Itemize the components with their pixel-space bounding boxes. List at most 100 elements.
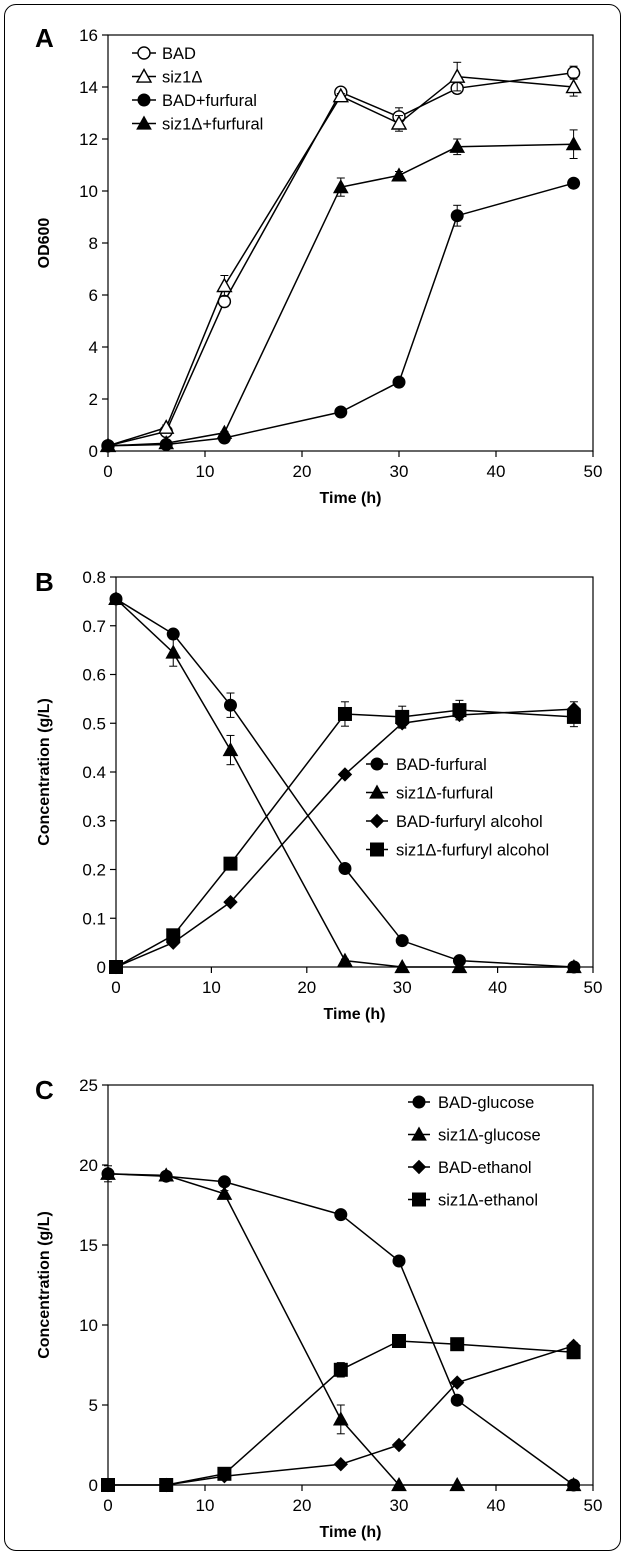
- x-tick-label: 20: [293, 1496, 312, 1515]
- x-axis-title: Time (h): [324, 1006, 386, 1023]
- legend-marker: [135, 68, 153, 83]
- legend-marker: [412, 1192, 426, 1207]
- legend-marker: [369, 813, 385, 829]
- data-point: [109, 960, 123, 974]
- y-tick-label: 16: [79, 26, 98, 45]
- legend: BAD-glucose siz1Δ-glucose BAD-ethanol siz1Δ…: [408, 1094, 541, 1210]
- data-point: [223, 856, 238, 871]
- data-point: [392, 1334, 406, 1348]
- series-line: [115, 598, 574, 968]
- panel-letter: A: [35, 23, 54, 53]
- panel-letter: C: [35, 1075, 54, 1105]
- data-point: [332, 87, 349, 103]
- data-point: [337, 952, 353, 967]
- y-axis-title: Concentration (g/L): [36, 1211, 53, 1359]
- x-axis-title: Time (h): [320, 1524, 382, 1541]
- legend-label: siz1Δ-glucose: [438, 1127, 541, 1145]
- data-point: [566, 709, 581, 724]
- x-tick-label: 50: [584, 1496, 603, 1515]
- chart-panel-a: A 0 2 4 6 8 10 12 14 16 0 10 20 30 40 50 Time (h) OD600 BA…: [35, 23, 602, 507]
- y-tick-label: 0: [89, 1476, 98, 1495]
- y-tick-label: 0: [97, 958, 106, 977]
- data-point: [108, 590, 124, 606]
- data-point: [165, 644, 182, 659]
- data-point: [395, 709, 410, 724]
- data-point: [565, 136, 582, 151]
- data-point: [100, 437, 116, 452]
- data-point: [390, 114, 408, 130]
- x-tick-label: 40: [488, 978, 507, 997]
- series-4: [101, 1334, 581, 1492]
- data-point: [566, 958, 582, 974]
- legend-label: BAD-glucose: [438, 1094, 534, 1112]
- panel-letter: B: [35, 567, 54, 597]
- legend-label: siz1Δ+furfural: [162, 116, 263, 134]
- data-point: [449, 1476, 466, 1492]
- legend-label: BAD-furfural: [396, 756, 487, 774]
- x-tick-label: 30: [390, 462, 409, 481]
- data-point: [391, 1476, 407, 1492]
- legend-marker: [137, 46, 151, 60]
- data-point: [391, 1437, 407, 1453]
- x-tick-label: 20: [297, 978, 316, 997]
- data-point: [166, 928, 181, 943]
- series-1: [101, 1165, 581, 1492]
- data-point: [452, 703, 467, 718]
- y-tick-label: 0.8: [82, 568, 106, 587]
- legend: BAD siz1Δ BAD+furfural siz1Δ+furfural: [132, 45, 263, 134]
- legend-marker: [137, 93, 151, 107]
- x-tick-label: 0: [103, 462, 112, 481]
- y-tick-label: 25: [79, 1076, 98, 1095]
- data-point: [216, 277, 233, 293]
- legend-label: siz1Δ-ethanol: [438, 1192, 538, 1210]
- data-point: [567, 176, 581, 190]
- data-point: [332, 1411, 349, 1426]
- data-point: [565, 78, 582, 94]
- y-tick-label: 0.4: [82, 763, 106, 782]
- legend-marker: [411, 1126, 427, 1141]
- x-tick-label: 30: [393, 978, 412, 997]
- x-tick-label: 20: [293, 462, 312, 481]
- x-tick-label: 10: [196, 1496, 215, 1515]
- x-tick-label: 30: [390, 1496, 409, 1515]
- data-point: [100, 1165, 116, 1180]
- y-tick-label: 15: [79, 1236, 98, 1255]
- legend-marker: [370, 842, 384, 857]
- legend: BAD-furfural siz1Δ-furfural BAD-furfuryl a…: [366, 756, 549, 860]
- legend-label: siz1Δ-furfuryl alcohol: [396, 842, 549, 860]
- legend-label: BAD-furfuryl alcohol: [396, 813, 543, 831]
- data-point: [337, 767, 353, 782]
- legend-label: BAD+furfural: [162, 92, 257, 110]
- data-point: [392, 375, 406, 389]
- legend-label: BAD: [162, 45, 196, 63]
- y-tick-label: 0: [89, 442, 98, 461]
- x-tick-label: 10: [196, 462, 215, 481]
- chart-panel-b: B 0 0.1 0.2 0.3 0.4 0.5 0.6 0.7 0.8 0 10 20 30 40 50 Tim…: [35, 567, 602, 1023]
- series-line: [115, 598, 574, 968]
- data-point: [395, 934, 409, 948]
- series-2: [99, 61, 582, 453]
- y-tick-label: 0.6: [82, 666, 106, 685]
- series-4: [109, 699, 581, 974]
- data-point: [217, 1466, 232, 1481]
- data-point: [391, 167, 407, 182]
- series-2: [100, 1165, 582, 1492]
- legend-label: siz1Δ: [162, 69, 202, 87]
- legend-marker: [136, 115, 152, 130]
- legend-label: siz1Δ-furfural: [396, 785, 493, 803]
- data-point: [566, 65, 581, 80]
- series-4: [100, 129, 582, 452]
- data-point: [449, 138, 466, 153]
- y-tick-label: 6: [89, 286, 98, 305]
- data-point: [158, 419, 175, 434]
- y-tick-label: 10: [79, 1316, 98, 1335]
- x-tick-label: 10: [202, 978, 221, 997]
- legend-marker: [412, 1095, 426, 1109]
- figure-frame: A 0 2 4 6 8 10 12 14 16 0 10 20 30 40 50 Time (h) OD600 BA…: [4, 4, 621, 1551]
- data-point: [450, 209, 464, 223]
- data-point: [451, 958, 468, 974]
- data-point: [449, 68, 466, 83]
- x-axis-title: Time (h): [320, 490, 382, 507]
- data-point: [166, 627, 180, 641]
